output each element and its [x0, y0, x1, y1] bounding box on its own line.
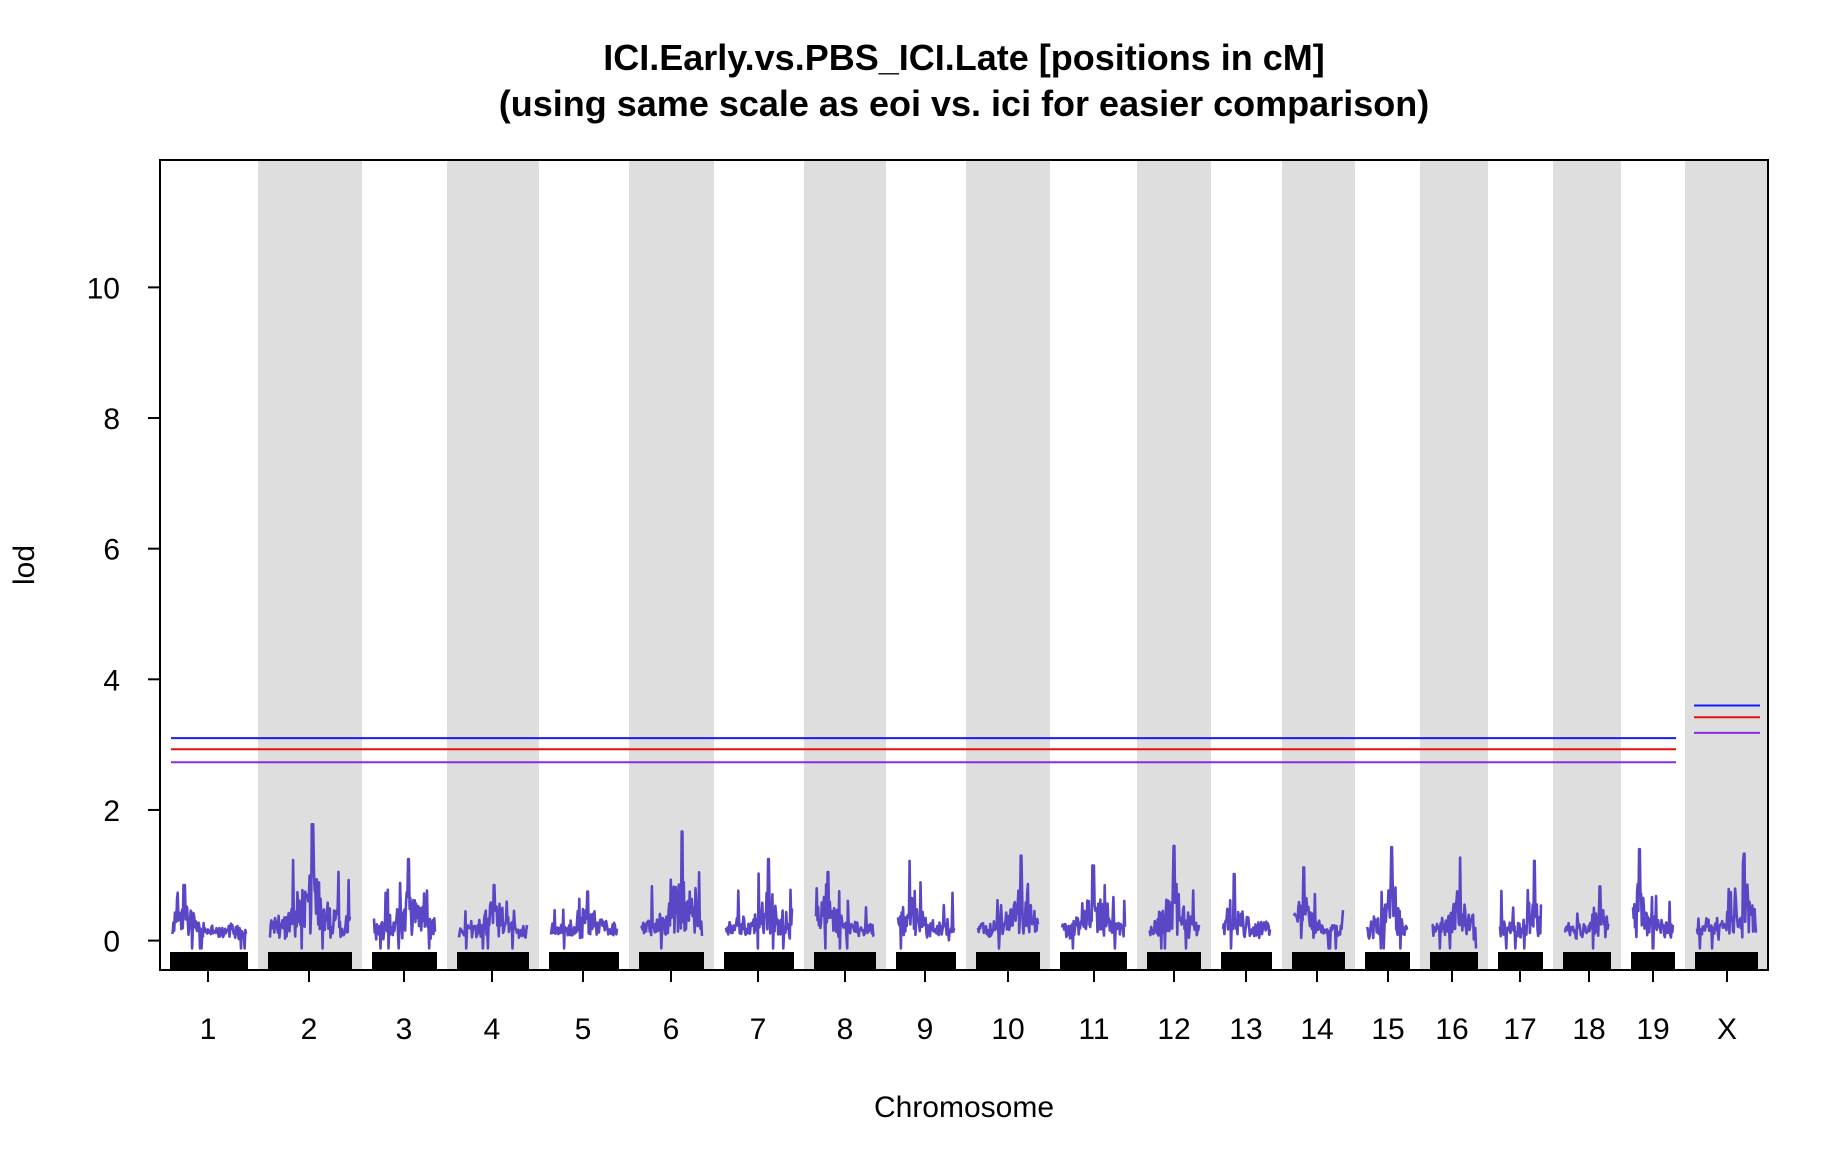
marker-rug-chr-10	[976, 952, 1040, 970]
marker-rug-chr-14	[1292, 952, 1345, 970]
band-chr-16	[1420, 160, 1488, 970]
x-tick-label-chr-1: 1	[200, 1013, 217, 1046]
x-tick-label-chr-19: 19	[1636, 1013, 1669, 1046]
y-tick-label-10: 10	[87, 272, 120, 305]
x-tick-label-chr-14: 14	[1300, 1013, 1333, 1046]
marker-rug-chr-18	[1563, 952, 1611, 970]
plot-frame	[159, 159, 1769, 971]
marker-rug-chr-3	[372, 952, 437, 970]
x-tick-label-chr-10: 10	[991, 1013, 1024, 1046]
lod-curve-chr-9	[896, 859, 956, 950]
lod-curve-chr-11	[1060, 864, 1127, 950]
lod-curve-chr-19	[1631, 847, 1675, 950]
lod-curve-chr-8	[814, 870, 875, 950]
band-chr-12	[1137, 160, 1211, 970]
lod-curve-chr-12	[1148, 844, 1201, 950]
band-chr-4	[447, 160, 539, 970]
x-tick-label-chr-15: 15	[1371, 1013, 1404, 1046]
lod-curve-chr-10	[976, 854, 1040, 950]
y-axis-label: lod	[8, 545, 41, 585]
lod-curve-chr-X	[1695, 852, 1758, 950]
marker-rug-chr-9	[896, 952, 956, 970]
marker-rug-chr-5	[549, 952, 619, 970]
lod-curve-chr-15	[1365, 845, 1409, 950]
marker-rug-chr-16	[1430, 952, 1478, 970]
lod-curve-chr-1	[170, 883, 248, 950]
x-tick-label-chr-7: 7	[750, 1013, 767, 1046]
marker-rug	[170, 952, 1758, 970]
y-axis: 0 2 4 6 8 10	[87, 272, 160, 959]
y-tick-label-4: 4	[103, 664, 120, 697]
x-tick-label-chr-13: 13	[1229, 1013, 1262, 1046]
band-chr-8	[804, 160, 886, 970]
x-tick-label-chr-X: X	[1717, 1013, 1737, 1046]
lod-curve-chr-18	[1563, 885, 1610, 950]
x-tick-label-chr-5: 5	[575, 1013, 592, 1046]
lod-curve-chr-13	[1221, 872, 1272, 950]
lod-curve-chr-5	[549, 890, 619, 950]
x-tick-label-chr-2: 2	[301, 1013, 318, 1046]
band-chr-14	[1282, 160, 1355, 970]
marker-rug-chr-17	[1498, 952, 1543, 970]
threshold-lines	[171, 704, 1760, 764]
lod-curve-chr-16	[1430, 856, 1478, 950]
marker-rug-chr-1	[170, 952, 248, 970]
x-tick-label-chr-16: 16	[1435, 1013, 1468, 1046]
marker-rug-chr-13	[1221, 952, 1272, 970]
lod-curves	[170, 823, 1758, 950]
marker-rug-chr-8	[814, 952, 876, 970]
lod-curve-chr-3	[372, 857, 437, 950]
band-chr-10	[966, 160, 1050, 970]
band-chr-X	[1685, 160, 1768, 970]
band-chr-18	[1553, 160, 1621, 970]
marker-rug-chr-15	[1365, 952, 1410, 970]
x-axis: 1 2 3 4 5 6 7 8 9 10 11 12 13 14 15 16 17 18 19 X	[200, 970, 1737, 1046]
lod-curve-chr-17	[1498, 859, 1543, 950]
x-tick-label-chr-18: 18	[1572, 1013, 1605, 1046]
x-tick-label-chr-11: 11	[1078, 1013, 1109, 1046]
lod-curve-chr-7	[724, 857, 794, 950]
chart-title-line1: ICI.Early.vs.PBS_ICI.Late [positions in …	[603, 37, 1325, 78]
marker-rug-chr-19	[1631, 952, 1675, 970]
lod-curve-chr-2	[268, 823, 352, 950]
band-chr-6	[629, 160, 714, 970]
marker-rug-chr-X	[1695, 952, 1758, 970]
y-tick-label-6: 6	[103, 534, 120, 567]
band-chr-2	[258, 160, 362, 970]
chromosome-bands	[258, 160, 1768, 970]
y-tick-label-8: 8	[103, 403, 120, 436]
y-tick-label-2: 2	[103, 795, 120, 828]
x-tick-label-chr-9: 9	[917, 1013, 934, 1046]
x-tick-label-chr-12: 12	[1157, 1013, 1190, 1046]
marker-rug-chr-12	[1147, 952, 1201, 970]
y-tick-label-0: 0	[103, 926, 120, 959]
marker-rug-chr-2	[268, 952, 352, 970]
marker-rug-chr-6	[639, 952, 704, 970]
x-axis-label: Chromosome	[874, 1091, 1054, 1124]
x-tick-label-chr-3: 3	[396, 1013, 413, 1046]
chart-title-line2: (using same scale as eoi vs. ici for eas…	[499, 83, 1429, 124]
x-tick-label-chr-4: 4	[484, 1013, 501, 1046]
x-tick-label-chr-17: 17	[1503, 1013, 1536, 1046]
lod-curve-chr-4	[457, 883, 529, 950]
marker-rug-chr-7	[724, 952, 794, 970]
lod-curve-chr-6	[639, 830, 704, 950]
x-tick-label-chr-8: 8	[837, 1013, 854, 1046]
x-tick-label-chr-6: 6	[663, 1013, 680, 1046]
lod-curve-chr-14	[1292, 866, 1345, 950]
marker-rug-chr-11	[1060, 952, 1127, 970]
marker-rug-chr-4	[457, 952, 529, 970]
